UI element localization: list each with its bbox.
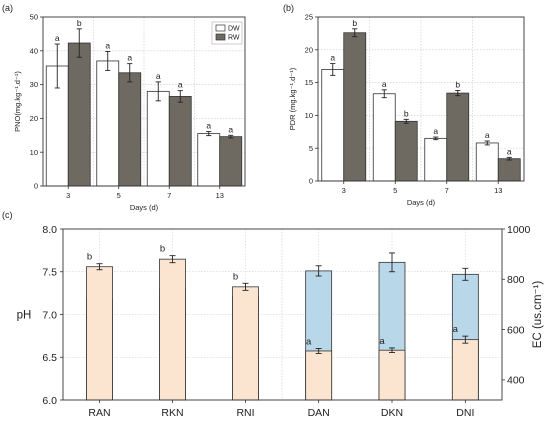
chart-a-significance-letter: a: [105, 40, 110, 50]
chart-c-significance-letter: b: [233, 271, 238, 282]
chart-c-bar-ec: [305, 350, 333, 401]
chart-b-xtick-label: 5: [393, 186, 397, 195]
chart-a-significance-letter: a: [228, 124, 233, 134]
chart-b-bar-dw: [475, 142, 499, 182]
chart-b-bar-dw: [321, 69, 345, 182]
chart-a-ytick-label: 20: [30, 114, 38, 123]
chart-a-xtick-label: 7: [167, 191, 171, 200]
chart-a-bar-dw: [197, 133, 221, 187]
chart-c-right-ytick-label: 1000: [507, 224, 531, 236]
chart-c-significance-letter: a: [306, 336, 312, 347]
chart-b-significance-letter: b: [455, 79, 460, 89]
chart-b-significance-letter: a: [433, 126, 438, 136]
chart-a-legend-label: DW: [228, 26, 240, 33]
chart-c-xtick-label: RKN: [161, 407, 183, 419]
chart-b-ytick-label: 5: [309, 144, 313, 153]
chart-a-bar-dw: [146, 90, 170, 187]
chart-a-significance-letter: a: [55, 33, 60, 43]
chart-b-y-axis-label: PDR (mg.kg⁻¹.d⁻¹): [288, 67, 297, 130]
chart-b-ytick-label: 25: [305, 13, 313, 22]
chart-b-significance-letter: a: [330, 53, 335, 63]
chart-a-bar-rw: [118, 72, 142, 187]
chart-b-xtick-label: 13: [494, 186, 502, 195]
chart-a-bar-rw: [168, 96, 192, 187]
chart-a-ytick-label: 0: [34, 182, 38, 191]
chart-b-significance-letter: a: [485, 130, 490, 140]
chart-c-xtick-label: DNI: [456, 407, 474, 419]
chart-c-right-ytick-label: 800: [507, 274, 525, 286]
chart-c-panel-label: (c): [2, 210, 13, 220]
chart-a-bar-rw: [219, 136, 243, 187]
chart-c-left-y-axis-label: pH: [17, 310, 32, 322]
chart-b-ytick-label: 20: [305, 45, 313, 54]
chart-c-left-ytick-label: 7.0: [42, 309, 57, 321]
chart-a-legend-label: RW: [228, 35, 240, 42]
chart-c-plot-frame: [62, 228, 503, 401]
chart-c-significance-letter: b: [160, 244, 165, 255]
chart-b-ytick-label: 15: [305, 78, 313, 87]
chart-a-legend-swatch-rw: [215, 33, 226, 41]
chart-a-bar-rw: [67, 42, 91, 187]
chart-c-right-ytick-label: 600: [507, 324, 525, 336]
chart-b-bar-rw: [497, 158, 521, 182]
chart-a-significance-letter: a: [206, 121, 211, 131]
chart-b-ytick-label: 0: [309, 177, 313, 186]
chart-b-bar-dw: [424, 137, 448, 182]
chart-c-bar-ec: [378, 349, 406, 401]
chart-a-ytick-label: 40: [30, 46, 38, 55]
chart-a-ytick-label: 10: [30, 148, 38, 157]
chart-c-left-ytick-label: 6.0: [42, 395, 57, 407]
chart-b-bar-dw: [372, 93, 396, 182]
chart-b-significance-letter: b: [352, 18, 357, 28]
chart-a-ytick-label: 50: [30, 13, 38, 22]
chart-c-significance-letter: a: [453, 324, 459, 335]
chart-c-left-ytick-label: 8.0: [42, 224, 57, 236]
chart-c-bar-ec: [159, 258, 186, 401]
chart-c-bar-ec: [451, 339, 479, 401]
chart-b-xtick-label: 3: [342, 186, 346, 195]
chart-a-panel-label: (a): [2, 3, 13, 13]
chart-b-plot-frame: [317, 16, 525, 182]
chart-c-significance-letter: a: [379, 336, 385, 347]
chart-b-significance-letter: a: [382, 79, 387, 89]
chart-b-bar-rw: [394, 120, 418, 182]
chart-a-significance-letter: a: [156, 71, 161, 81]
chart-c-xtick-label: DAN: [308, 407, 330, 419]
chart-a-legend-swatch-dw: [215, 24, 226, 32]
chart-c-xtick-label: RAN: [88, 407, 110, 419]
chart-b-bar-rw: [343, 32, 367, 182]
chart-b-x-axis-label: Days (d): [407, 198, 436, 207]
chart-c-xtick-label: RNI: [236, 407, 254, 419]
chart-c-right-y-axis-label: EC (us.cm⁻¹): [532, 281, 544, 349]
chart-a-plot-frame: [42, 16, 246, 187]
chart-a-xtick-label: 3: [66, 191, 70, 200]
chart-a-significance-letter: a: [127, 53, 132, 63]
chart-c-bar-ec: [232, 286, 259, 401]
chart-c-left-ytick-label: 7.5: [42, 267, 57, 279]
chart-a-x-axis-label: Days (d): [130, 203, 159, 212]
chart-a-significance-letter: b: [77, 18, 82, 28]
chart-b-ytick-label: 10: [305, 111, 313, 120]
chart-b-bar-rw: [446, 92, 470, 182]
chart-c-bar-ec: [86, 266, 113, 401]
chart-b-significance-letter: a: [507, 146, 512, 156]
chart-a-ytick-label: 30: [30, 80, 38, 89]
chart-b-significance-letter: b: [404, 108, 409, 118]
chart-c-left-ytick-label: 6.5: [42, 352, 57, 364]
chart-c-significance-letter: b: [87, 252, 92, 263]
chart-a-xtick-label: 5: [117, 191, 121, 200]
chart-c-right-ytick-label: 400: [507, 375, 525, 387]
chart-a-xtick-label: 13: [216, 191, 224, 200]
chart-a-bar-dw: [96, 60, 120, 187]
chart-a-y-axis-label: PNO(mg.kg⁻¹.d⁻¹): [13, 71, 22, 132]
chart-b-panel-label: (b): [283, 3, 294, 13]
chart-c-xtick-label: DKN: [381, 407, 403, 419]
chart-b-xtick-label: 7: [445, 186, 449, 195]
chart-a-significance-letter: a: [178, 80, 183, 90]
